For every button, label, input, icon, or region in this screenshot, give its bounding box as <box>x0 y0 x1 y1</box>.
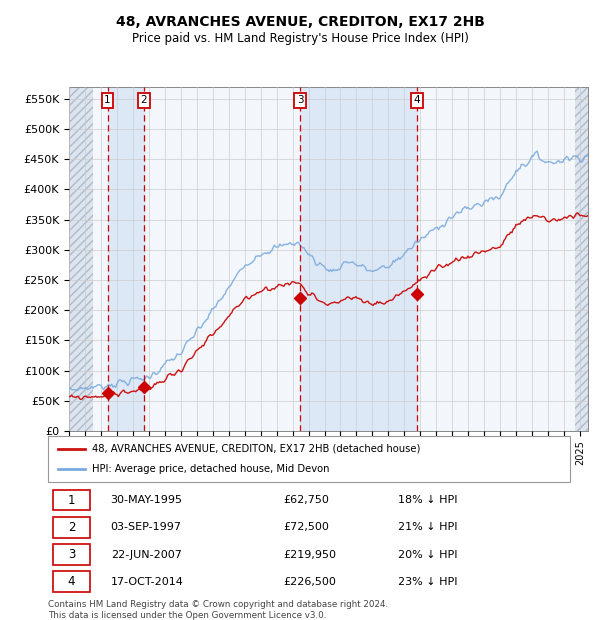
Bar <box>69 87 588 431</box>
Text: 21% ↓ HPI: 21% ↓ HPI <box>398 523 457 533</box>
Text: 18% ↓ HPI: 18% ↓ HPI <box>398 495 457 505</box>
Text: 2: 2 <box>68 521 75 534</box>
Bar <box>53 517 90 538</box>
Bar <box>53 490 90 510</box>
Bar <box>69 87 93 431</box>
Text: HPI: Average price, detached house, Mid Devon: HPI: Average price, detached house, Mid … <box>92 464 330 474</box>
Bar <box>53 544 90 565</box>
Bar <box>575 87 588 431</box>
Text: Price paid vs. HM Land Registry's House Price Index (HPI): Price paid vs. HM Land Registry's House … <box>131 32 469 45</box>
Text: £226,500: £226,500 <box>283 577 336 587</box>
Text: 3: 3 <box>68 548 75 561</box>
Bar <box>107 87 143 431</box>
Text: 1: 1 <box>68 494 75 507</box>
Text: 03-SEP-1997: 03-SEP-1997 <box>110 523 182 533</box>
Text: 48, AVRANCHES AVENUE, CREDITON, EX17 2HB: 48, AVRANCHES AVENUE, CREDITON, EX17 2HB <box>116 16 484 30</box>
Text: 48, AVRANCHES AVENUE, CREDITON, EX17 2HB (detached house): 48, AVRANCHES AVENUE, CREDITON, EX17 2HB… <box>92 444 421 454</box>
Text: £72,500: £72,500 <box>283 523 329 533</box>
Text: £219,950: £219,950 <box>283 549 336 559</box>
Text: 30-MAY-1995: 30-MAY-1995 <box>110 495 182 505</box>
Bar <box>53 572 90 592</box>
Text: 4: 4 <box>413 95 421 105</box>
Text: 1: 1 <box>104 95 111 105</box>
Text: £62,750: £62,750 <box>283 495 329 505</box>
Text: 20% ↓ HPI: 20% ↓ HPI <box>398 549 457 559</box>
Text: 23% ↓ HPI: 23% ↓ HPI <box>398 577 457 587</box>
Text: Contains HM Land Registry data © Crown copyright and database right 2024.
This d: Contains HM Land Registry data © Crown c… <box>48 600 388 619</box>
Bar <box>69 87 93 431</box>
Text: 17-OCT-2014: 17-OCT-2014 <box>110 577 184 587</box>
Text: 4: 4 <box>68 575 75 588</box>
Text: 3: 3 <box>297 95 304 105</box>
Text: 22-JUN-2007: 22-JUN-2007 <box>110 549 182 559</box>
Text: 2: 2 <box>140 95 147 105</box>
Bar <box>300 87 417 431</box>
Bar <box>575 87 588 431</box>
